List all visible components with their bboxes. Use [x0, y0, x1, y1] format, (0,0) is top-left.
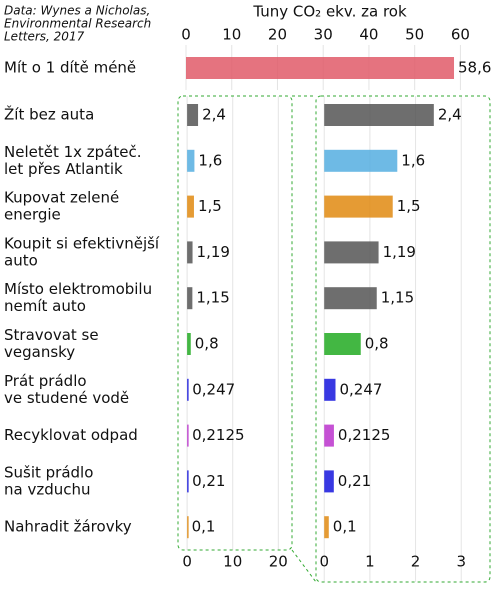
x-tick-label: 0: [181, 26, 191, 44]
zoom-box-left: [177, 95, 293, 551]
source-note: Data: Wynes a Nicholas,: [4, 4, 150, 18]
category-label: let přes Atlantik: [4, 160, 123, 178]
bar: [324, 195, 393, 218]
bar: [187, 424, 189, 447]
value-label: 1,15: [381, 289, 414, 307]
category-label: Koupit si efektivnější: [4, 234, 160, 252]
category-label: energie: [4, 206, 61, 224]
category-label: Recyklovat odpad: [4, 426, 138, 444]
bar: [187, 287, 193, 310]
value-label: 1,5: [198, 197, 222, 215]
zoom-connector: [291, 549, 317, 583]
value-label: 0,2125: [192, 426, 245, 444]
category-label: Mít o 1 dítě méně: [4, 59, 136, 77]
source-note: Letters, 2017: [4, 30, 85, 44]
x-tick-label: 50: [405, 26, 424, 44]
bar: [324, 516, 329, 539]
bar: [324, 241, 379, 264]
value-label: 2,4: [438, 106, 462, 124]
value-label: 1,19: [383, 243, 416, 261]
bar: [324, 424, 334, 447]
x-tick-label: 0: [319, 553, 329, 571]
category-label: Prát prádlo: [4, 372, 87, 390]
x-tick-label: 2: [411, 553, 421, 571]
value-label: 0,247: [340, 380, 383, 398]
value-label: 1,5: [397, 197, 421, 215]
value-label: 1,19: [197, 243, 230, 261]
category-label: Sušit prádlo: [4, 463, 93, 481]
category-label: Neletět 1x zpáteč.: [4, 143, 142, 161]
value-label: 2,4: [202, 106, 226, 124]
x-tick-label: 3: [456, 553, 466, 571]
category-label: na vzduchu: [4, 480, 91, 498]
value-label: 1,6: [198, 151, 222, 169]
bar: [324, 333, 361, 355]
x-tick-label: 10: [222, 26, 241, 44]
value-label: 1,6: [401, 151, 425, 169]
value-label: 0,2125: [338, 426, 391, 444]
value-label: 0,247: [192, 380, 235, 398]
bar: [187, 195, 194, 218]
grid-layer: [185, 45, 462, 582]
x-tick-label: 10: [223, 553, 242, 571]
category-label: auto: [4, 251, 38, 269]
bar: [187, 470, 189, 493]
x-tick-label: 60: [451, 26, 470, 44]
category-label: ve studené vodě: [4, 389, 129, 407]
bar: [324, 149, 398, 172]
category-label: Nahradit žárovky: [4, 518, 132, 536]
bar: [187, 378, 189, 401]
bar: [324, 104, 434, 126]
x-tick-label: 40: [359, 26, 378, 44]
category-label: Stravovat se: [4, 326, 99, 344]
bar: [187, 241, 193, 264]
bar: [187, 149, 195, 172]
source-note: Environmental Research: [4, 17, 151, 31]
x-tick-label: 20: [268, 26, 287, 44]
value-label: 0,1: [333, 518, 357, 536]
value-label: 0,21: [192, 472, 225, 490]
x-tick-label: 0: [182, 553, 192, 571]
bar: [186, 57, 455, 79]
value-label: 58,6: [458, 59, 491, 77]
bar: [324, 470, 334, 493]
bar: [324, 378, 336, 401]
value-label: 0,8: [365, 335, 389, 353]
bar: [187, 104, 199, 126]
x-tick-label: 20: [269, 553, 288, 571]
bar: [187, 516, 189, 539]
category-label: Místo elektromobilu: [4, 280, 152, 298]
bar: [324, 287, 377, 310]
value-label: 0,8: [195, 335, 219, 353]
bar: [187, 333, 191, 355]
category-label: vegansky: [4, 343, 75, 361]
x-tick-label: 30: [314, 26, 333, 44]
category-label: Kupovat zelené: [4, 189, 119, 207]
zoom-box-right: [315, 95, 491, 583]
category-label: nemít auto: [4, 297, 86, 315]
axis-title: Tuny CO₂ ekv. za rok: [252, 3, 407, 21]
value-label: 1,15: [196, 289, 229, 307]
value-label: 0,21: [338, 472, 371, 490]
x-tick-label: 1: [365, 553, 375, 571]
value-label: 0,1: [192, 518, 216, 536]
category-label: Žít bez auta: [4, 105, 94, 124]
